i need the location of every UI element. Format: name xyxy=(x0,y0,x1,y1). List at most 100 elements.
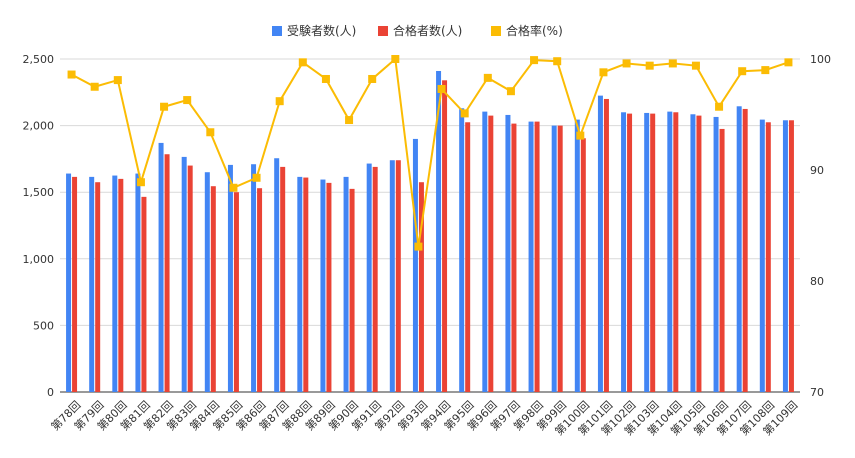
bar-passers xyxy=(257,188,263,392)
bar-passers xyxy=(210,186,216,392)
bar-examinees xyxy=(181,156,187,392)
bar-passers xyxy=(164,154,170,392)
bar-examinees xyxy=(782,120,788,392)
bar-passers xyxy=(118,178,124,392)
bar-examinees xyxy=(412,138,418,392)
gridlines xyxy=(60,58,800,393)
rate-point xyxy=(576,131,585,140)
bar-passers xyxy=(326,182,332,392)
legend-label: 合格者数(人) xyxy=(393,23,462,38)
bar-passers xyxy=(187,165,193,392)
y-right-tick-label: 70 xyxy=(810,386,824,399)
rate-point xyxy=(761,66,770,75)
y-right-tick-label: 100 xyxy=(810,53,831,66)
bar-examinees xyxy=(251,164,257,392)
bar-examinees xyxy=(482,111,488,392)
bar-passers xyxy=(488,115,494,393)
bars xyxy=(66,70,794,393)
bar-passers xyxy=(742,108,748,392)
rate-point xyxy=(391,55,400,63)
y-left-tick-label: 2,500 xyxy=(23,53,55,66)
bar-passers xyxy=(72,176,78,392)
rate-point xyxy=(67,70,76,79)
bar-examinees xyxy=(227,164,233,392)
bar-passers xyxy=(696,115,702,393)
bar-examinees xyxy=(644,112,650,393)
bar-passers xyxy=(442,80,448,392)
bar-examinees xyxy=(66,173,72,392)
rate-point xyxy=(460,109,469,118)
bar-examinees xyxy=(621,112,627,392)
rate-point xyxy=(668,59,677,68)
bar-examinees xyxy=(343,176,349,392)
bar-passers xyxy=(349,188,355,392)
rate-point xyxy=(345,116,354,125)
bar-passers xyxy=(233,192,239,392)
y-axis-left: 0 500 1,000 1,500 2,000 2,500 xyxy=(23,53,55,399)
bar-passers xyxy=(280,166,286,392)
bar-examinees xyxy=(759,119,765,392)
bar-examinees xyxy=(204,172,210,392)
bar-examinees xyxy=(135,173,141,392)
y-axis-right: 70 80 90 100 xyxy=(810,53,831,399)
rate-point xyxy=(530,56,539,65)
rate-point xyxy=(252,173,261,182)
rate-point xyxy=(784,58,793,67)
x-axis: 第78回第79回第80回第81回第82回第83回第84回第85回第86回第87回… xyxy=(48,398,800,438)
bar-passers xyxy=(603,98,609,393)
y-right-tick-label: 90 xyxy=(810,164,824,177)
rate-point xyxy=(691,61,700,70)
rate-point xyxy=(414,242,423,251)
bar-examinees xyxy=(436,70,442,392)
y-right-tick-label: 80 xyxy=(810,275,824,288)
rate-point xyxy=(229,183,238,192)
rate-point xyxy=(113,76,122,85)
y-left-tick-label: 0 xyxy=(47,386,54,399)
bar-passers xyxy=(580,138,586,392)
bar-examinees xyxy=(366,163,372,392)
rate-point xyxy=(275,97,284,106)
bar-examinees xyxy=(158,142,164,392)
bar-passers xyxy=(673,112,679,392)
bar-passers xyxy=(650,113,656,392)
y-left-tick-label: 1,000 xyxy=(23,253,55,266)
bar-examinees xyxy=(505,114,511,392)
y-left-tick-label: 500 xyxy=(33,319,54,332)
bar-examinees xyxy=(459,108,465,392)
bar-examinees xyxy=(667,111,673,392)
rate-point xyxy=(437,84,446,93)
rate-point xyxy=(506,87,515,96)
y-left-tick-label: 1,500 xyxy=(23,186,55,199)
bar-examinees xyxy=(297,176,303,392)
bar-passers xyxy=(765,122,771,393)
legend-swatch xyxy=(378,26,388,36)
bar-examinees xyxy=(574,119,580,392)
bar-examinees xyxy=(274,158,280,392)
bar-passers xyxy=(141,196,147,392)
bar-passers xyxy=(557,125,563,392)
bar-passers xyxy=(465,122,471,393)
rate-point xyxy=(368,74,377,83)
bar-examinees xyxy=(389,160,395,392)
bar-passers xyxy=(95,182,101,392)
bar-examinees xyxy=(528,121,534,392)
bar-examinees xyxy=(597,95,603,392)
rate-point xyxy=(321,74,330,83)
rate-point xyxy=(622,59,631,68)
rate-point xyxy=(206,128,215,137)
rate-point xyxy=(136,178,145,187)
bar-passers xyxy=(395,160,401,392)
rate-point xyxy=(738,67,747,76)
bar-examinees xyxy=(713,116,719,392)
y-left-tick-label: 2,000 xyxy=(23,120,55,133)
rate-point xyxy=(553,57,562,66)
rate-line-path xyxy=(71,57,789,247)
legend-label: 合格率(%) xyxy=(506,23,563,38)
rate-point xyxy=(160,102,169,111)
rate-point xyxy=(715,102,724,111)
bar-passers xyxy=(534,121,540,392)
bar-examinees xyxy=(89,176,95,392)
legend-label: 受験者数(人) xyxy=(287,23,356,38)
